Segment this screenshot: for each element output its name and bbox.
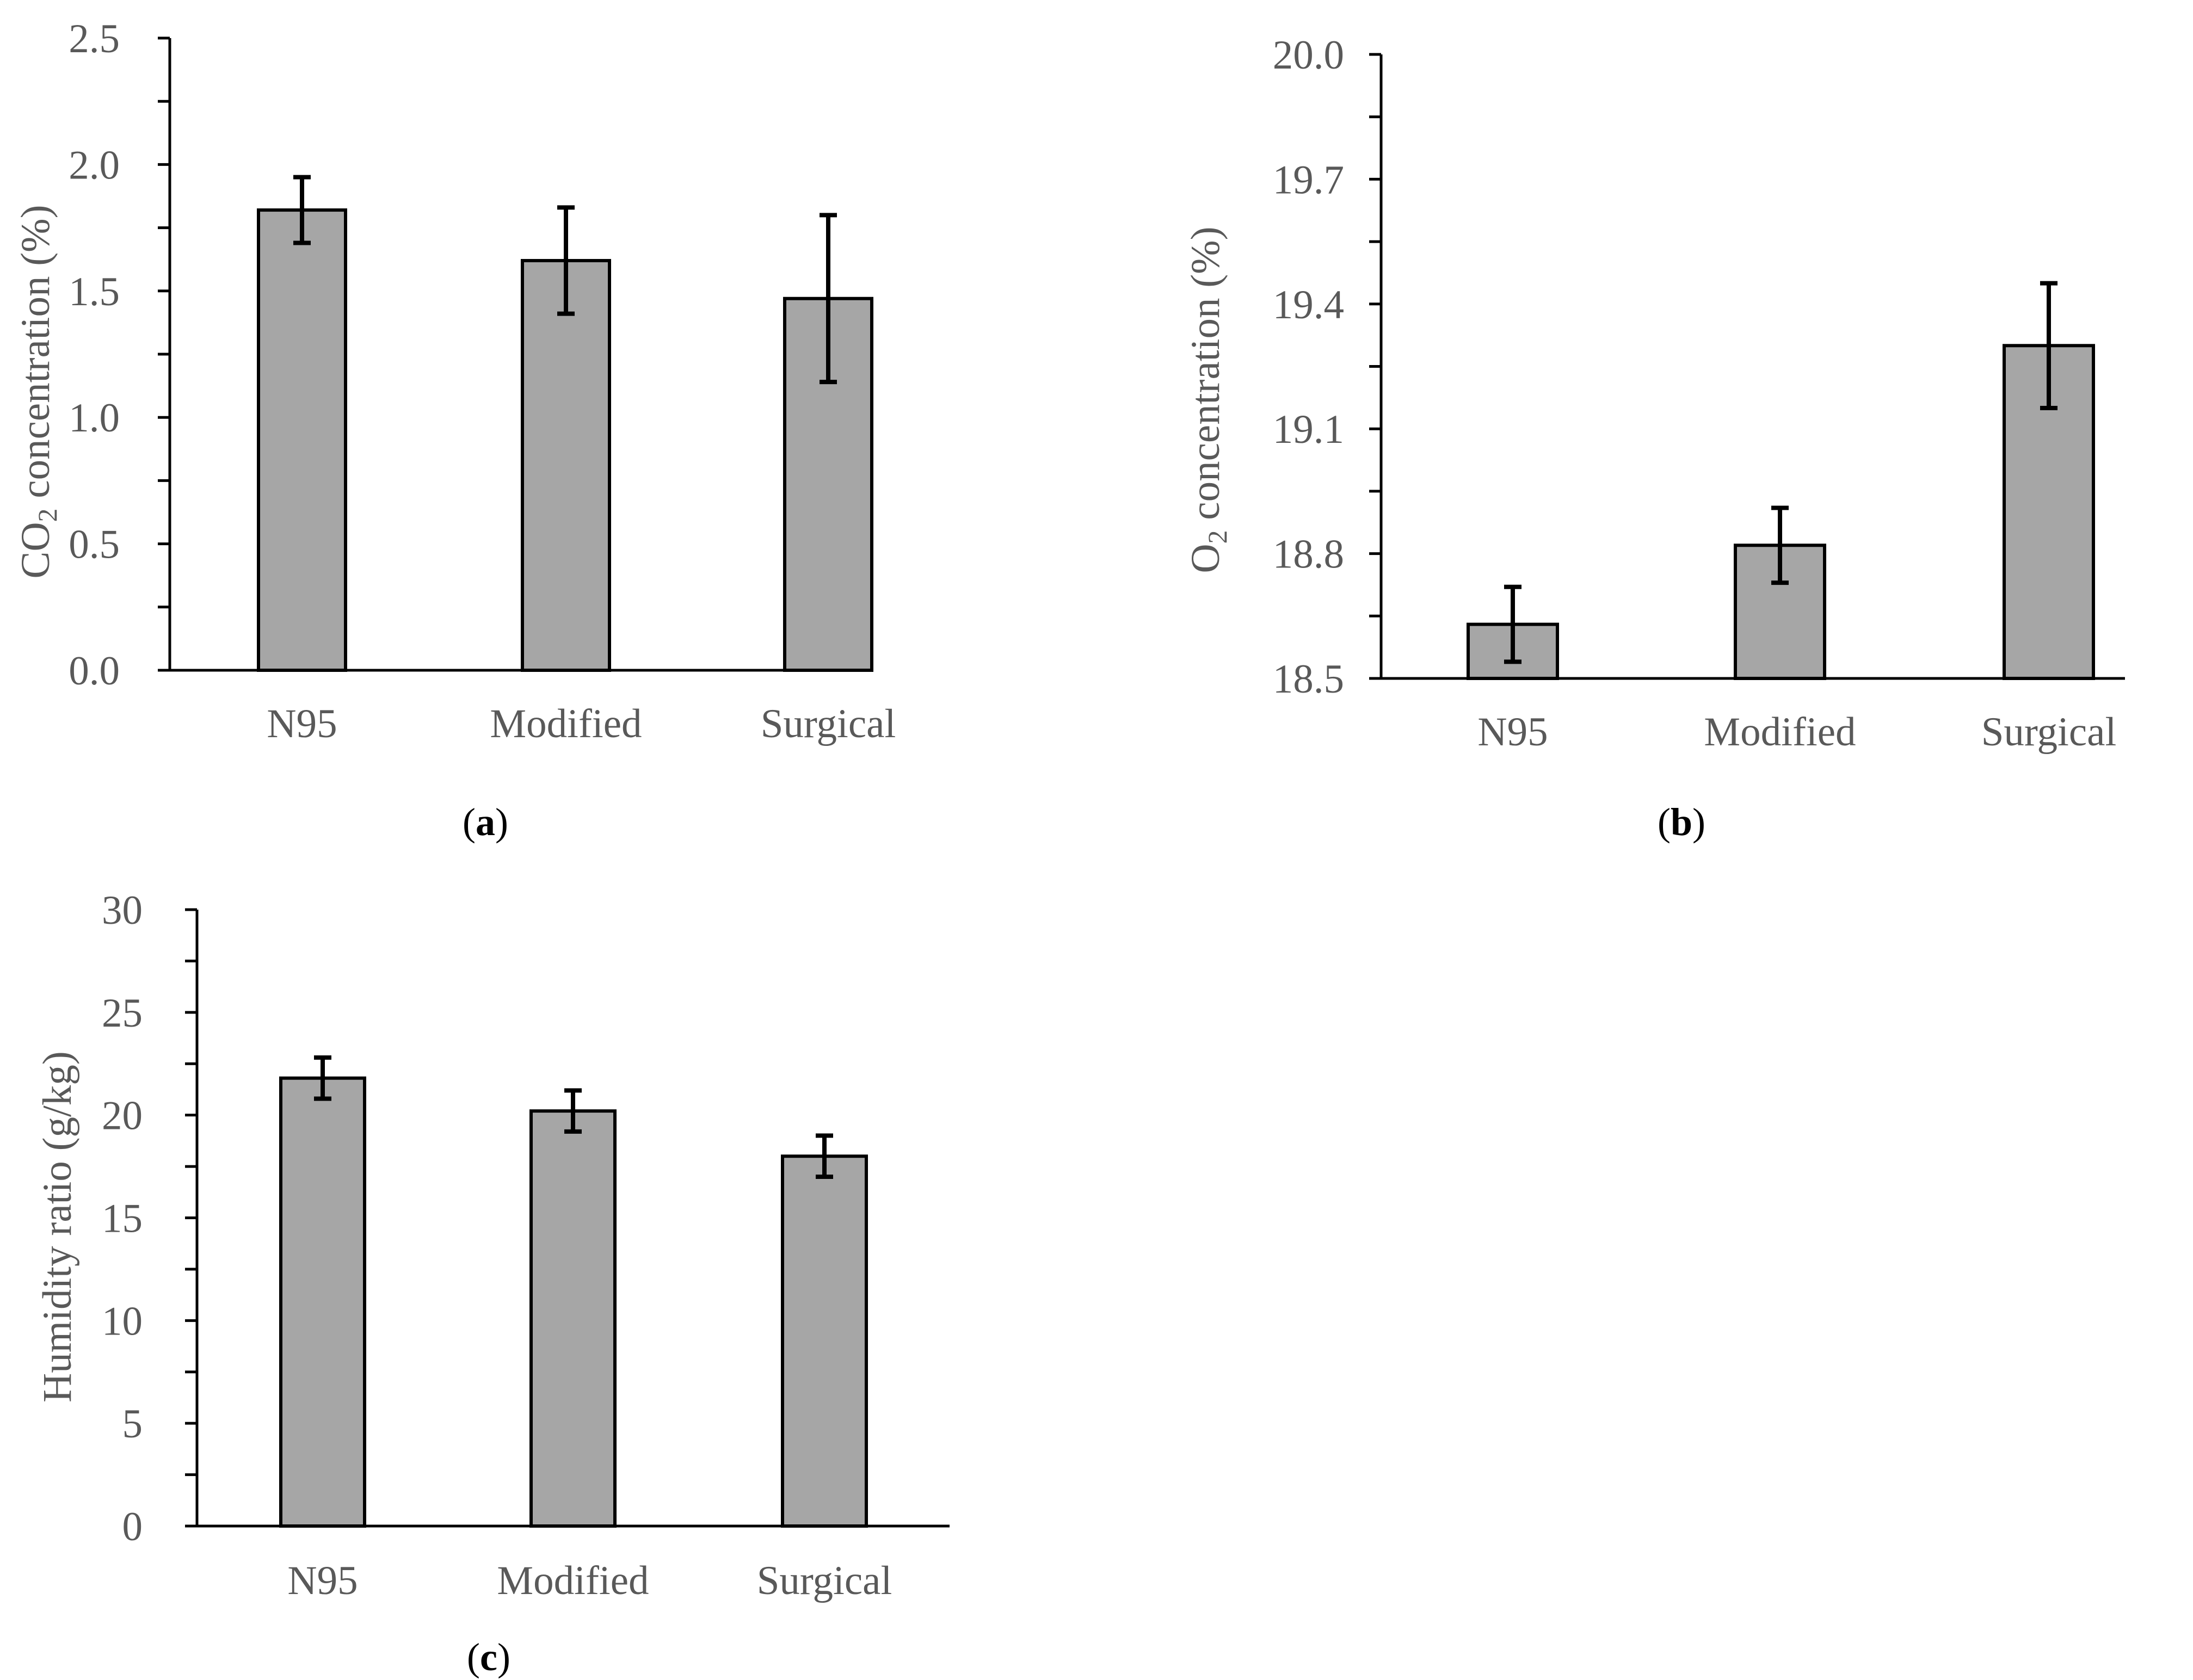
panel-b-error-bars bbox=[1504, 281, 2058, 664]
panel-c-y-tick-label: 0 bbox=[122, 1504, 143, 1549]
panel-a-x-tick-labels: N95 Modified Surgical bbox=[267, 701, 896, 746]
panel-c-y-tick-label: 25 bbox=[102, 991, 143, 1036]
panel-c-x-label-surgical: Surgical bbox=[757, 1558, 892, 1603]
panel-b-error-bar-surgical bbox=[2040, 281, 2058, 410]
panel-a-error-bar-modified bbox=[557, 205, 575, 316]
panel-a-bar-n95 bbox=[257, 208, 347, 672]
panel-c-y-ticks bbox=[185, 908, 197, 1528]
panel-a-y-title-sub: 2 bbox=[32, 508, 63, 522]
panel-c-bar-surgical bbox=[781, 1154, 868, 1528]
panel-c-y-tick-label: 30 bbox=[102, 888, 143, 933]
panel-b-y-tick-label: 19.4 bbox=[1273, 282, 1344, 328]
panel-c-bar-modified bbox=[529, 1109, 617, 1528]
panel-c-label-letter: c bbox=[480, 1635, 497, 1679]
panel-a-co2-chart: 0.0 0.5 1.0 1.5 2.0 2.5 N95 Modified Surgical C… bbox=[13, 16, 896, 844]
panel-a-x-label-modified: Modified bbox=[490, 701, 642, 746]
panel-a-x-label-n95: N95 bbox=[267, 701, 337, 746]
panel-b-bars bbox=[1467, 344, 2095, 681]
panel-c-x-tick-labels: N95 Modified Surgical bbox=[287, 1558, 892, 1603]
panel-a-bar-modified bbox=[521, 259, 611, 672]
panel-a-error-bar-surgical bbox=[820, 213, 837, 385]
panel-c-error-bar-modified bbox=[564, 1088, 582, 1134]
panel-a-label: (a) bbox=[463, 800, 508, 844]
panel-b-y-tick-labels: 18.5 18.8 19.1 19.4 19.7 20.0 bbox=[1273, 33, 1344, 702]
panel-b-y-tick-label: 18.8 bbox=[1273, 532, 1344, 577]
panel-b-o2-chart: 18.5 18.8 19.1 19.4 19.7 20.0 N95 Modified Surg… bbox=[1183, 33, 2125, 844]
panel-c-error-bars bbox=[314, 1055, 833, 1179]
panel-a-y-tick-label: 0.0 bbox=[69, 648, 120, 694]
panel-c-error-bar-n95 bbox=[314, 1055, 331, 1101]
panel-b-y-tick-label: 19.7 bbox=[1273, 157, 1344, 202]
panel-b-x-label-surgical: Surgical bbox=[1981, 709, 2117, 755]
panel-c-bar-n95 bbox=[279, 1076, 366, 1528]
panel-b-x-tick-labels: N95 Modified Surgical bbox=[1477, 709, 2116, 755]
panel-c-humidity-chart: 0 5 10 15 20 25 30 N95 Modified Surgical Humidit… bbox=[35, 888, 950, 1679]
panel-b-y-axis-title: O2 concentration (%) bbox=[1183, 226, 1233, 573]
panel-b-y-tick-label: 18.5 bbox=[1273, 657, 1344, 702]
panel-a-y-tick-label: 1.5 bbox=[69, 269, 120, 314]
panel-b-label: (b) bbox=[1658, 800, 1705, 844]
panel-a-y-axis-title: CO2 concentration (%) bbox=[13, 205, 63, 578]
panel-c-x-label-modified: Modified bbox=[497, 1558, 649, 1603]
panel-a-bars bbox=[257, 208, 873, 672]
panel-a-x-label-surgical: Surgical bbox=[761, 701, 896, 746]
panel-c-y-tick-label: 10 bbox=[102, 1299, 143, 1344]
panel-c-y-title-main: Humidity ratio (g/kg) bbox=[35, 1051, 80, 1403]
panel-c-y-axis-title: Humidity ratio (g/kg) bbox=[35, 1051, 80, 1403]
panel-b-y-tick-label: 19.1 bbox=[1273, 407, 1344, 452]
panel-a-y-ticks bbox=[158, 36, 170, 672]
panel-b-x-label-modified: Modified bbox=[1704, 709, 1856, 755]
panel-c-y-tick-label: 5 bbox=[122, 1401, 143, 1447]
panel-c-y-tick-label: 20 bbox=[102, 1094, 143, 1139]
panel-b-y-title-rest: concentration (%) bbox=[1183, 226, 1228, 530]
panel-a-y-title-rest: concentration (%) bbox=[13, 205, 58, 508]
panel-c-bars bbox=[279, 1076, 868, 1528]
panel-a-error-bars bbox=[293, 175, 837, 385]
panel-c-x-label-n95: N95 bbox=[287, 1558, 358, 1603]
panel-a-y-title-main: CO bbox=[13, 522, 58, 578]
panel-b-y-title-main: O bbox=[1183, 543, 1228, 573]
panel-c-y-tick-labels: 0 5 10 15 20 25 30 bbox=[102, 888, 143, 1549]
panel-a-error-bar-n95 bbox=[293, 175, 311, 245]
panel-c-error-bar-surgical bbox=[816, 1133, 833, 1179]
panel-b-error-bar-modified bbox=[1771, 505, 1789, 585]
panel-b-y-ticks bbox=[1369, 53, 1381, 680]
panel-b-label-letter: b bbox=[1671, 800, 1692, 844]
panel-a-y-tick-label: 2.0 bbox=[69, 143, 120, 188]
panel-b-error-bar-n95 bbox=[1504, 584, 1521, 664]
panel-a-y-tick-label: 0.5 bbox=[69, 522, 120, 567]
panel-b-x-label-n95: N95 bbox=[1477, 709, 1548, 755]
panel-b-y-tick-label: 20.0 bbox=[1273, 33, 1344, 78]
panel-a-y-tick-labels: 0.0 0.5 1.0 1.5 2.0 2.5 bbox=[69, 16, 120, 694]
panel-a-y-tick-label: 1.0 bbox=[69, 396, 120, 441]
panel-c-label: (c) bbox=[467, 1635, 510, 1679]
panel-a-label-letter: a bbox=[476, 800, 495, 844]
panel-a-y-tick-label: 2.5 bbox=[69, 16, 120, 61]
panel-b-y-title-sub: 2 bbox=[1202, 530, 1233, 543]
panel-c-y-tick-label: 15 bbox=[102, 1196, 143, 1242]
